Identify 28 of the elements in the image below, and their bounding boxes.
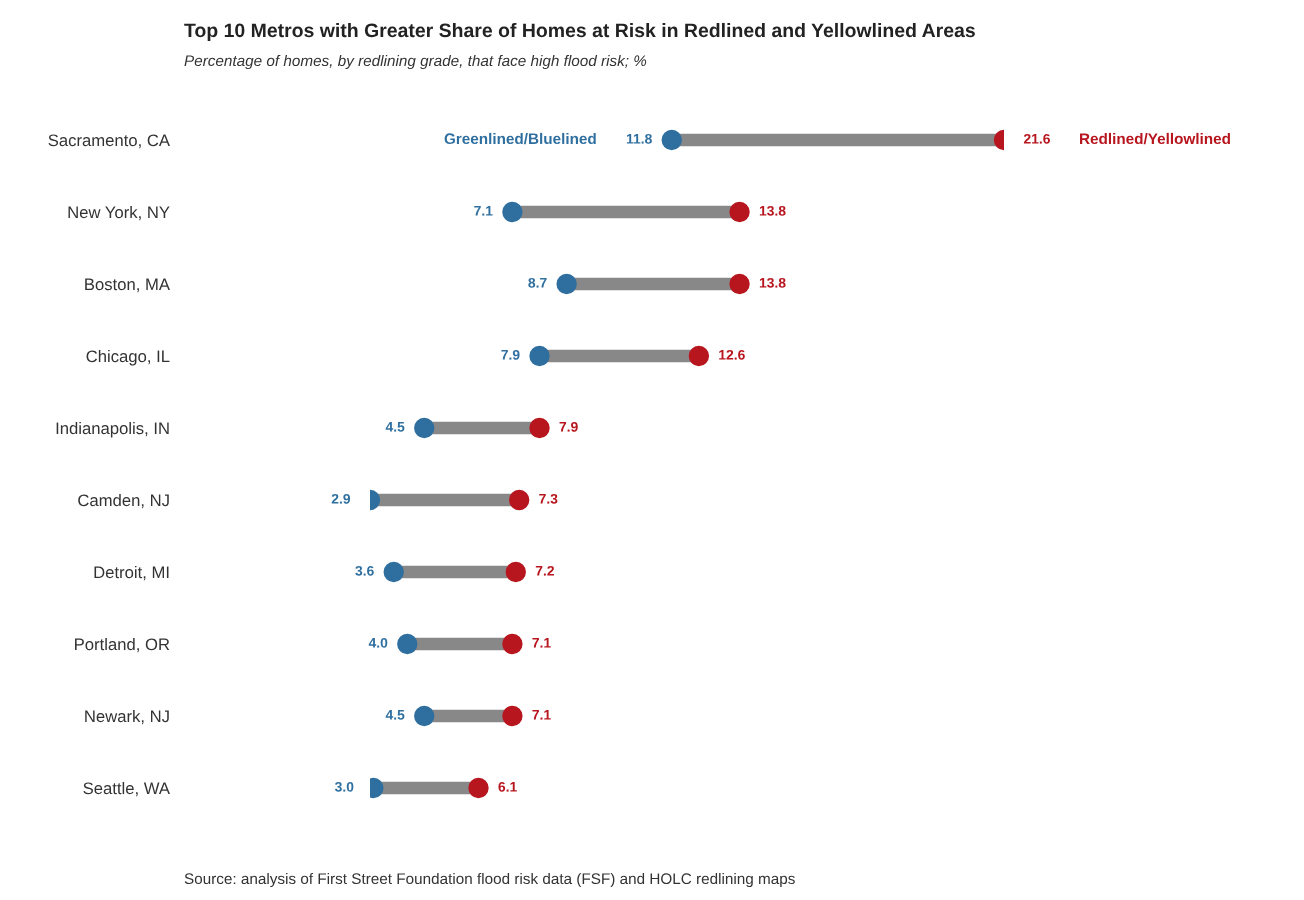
point: [505, 561, 526, 583]
y-tick-label: Camden, NJ: [78, 493, 169, 509]
y-tick-label: Seattle, WA: [83, 781, 170, 797]
point: [529, 345, 550, 367]
point: [502, 201, 523, 223]
y-tick-label: Chicago, IL: [86, 349, 170, 366]
y-tick-label: New York, NY: [68, 205, 170, 221]
chart-title: Top 10 Metros with Greater Share of Homes at Risk in Redlined and Yellowlined Areas: [184, 22, 975, 42]
point: [383, 561, 404, 583]
y-tick-label: Portland, OR: [75, 637, 170, 653]
point: [529, 417, 550, 439]
point: [556, 273, 577, 295]
point: [468, 777, 489, 799]
y-tick-label: Newark, NJ: [85, 709, 169, 725]
y-tick-label: Boston, MA: [85, 278, 170, 293]
point: [729, 201, 750, 223]
y-tick-label: Indianapolis, IN: [56, 421, 169, 438]
point: [397, 633, 418, 655]
point: [502, 633, 523, 655]
y-tick-label: Sacramento, CA: [48, 134, 170, 149]
point: [502, 705, 523, 727]
point: [688, 345, 710, 367]
point: [414, 705, 435, 727]
point: [661, 129, 682, 151]
point: [729, 273, 750, 295]
point: [509, 489, 530, 511]
point: [414, 417, 435, 439]
y-tick-label: Detroit, MI: [94, 565, 169, 581]
